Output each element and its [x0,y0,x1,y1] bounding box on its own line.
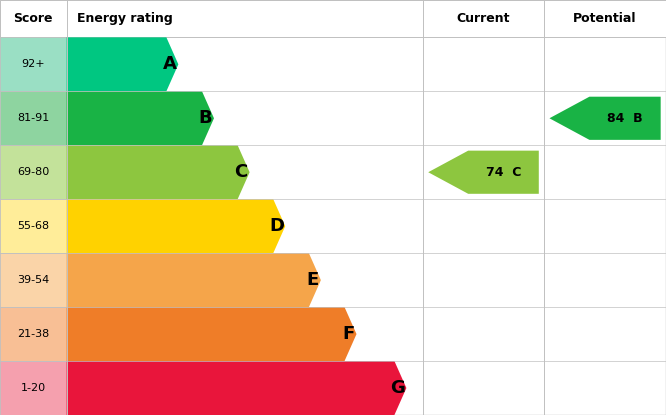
Text: C: C [234,163,248,181]
Bar [0,91,67,145]
Text: D: D [269,217,284,235]
Polygon shape [428,151,539,194]
Bar [0,361,67,415]
Text: 1-20: 1-20 [21,383,46,393]
Polygon shape [67,307,356,361]
Polygon shape [67,91,214,145]
Text: 21-38: 21-38 [17,329,49,339]
Text: Potential: Potential [573,12,637,25]
Polygon shape [67,253,321,307]
Text: 69-80: 69-80 [17,167,49,177]
Text: 84  B: 84 B [607,112,643,125]
Bar [0,145,67,199]
Bar [0,37,67,91]
Polygon shape [67,199,285,253]
Text: F: F [342,325,354,343]
Polygon shape [67,361,406,415]
Text: A: A [163,55,177,73]
Bar [0,199,67,253]
Text: B: B [198,109,212,127]
Text: 55-68: 55-68 [17,221,49,231]
Text: E: E [306,271,318,289]
Polygon shape [67,37,178,91]
Bar [0,253,67,307]
Text: 39-54: 39-54 [17,275,49,285]
Text: Current: Current [457,12,510,25]
Text: 74  C: 74 C [486,166,521,179]
Text: Energy rating: Energy rating [77,12,172,25]
Text: 81-91: 81-91 [17,113,49,123]
Text: 92+: 92+ [21,59,45,69]
Polygon shape [67,145,250,199]
Polygon shape [549,97,661,140]
Bar [0,0,666,37]
Text: Score: Score [13,12,53,25]
Bar [0,307,67,361]
Text: G: G [390,379,406,397]
